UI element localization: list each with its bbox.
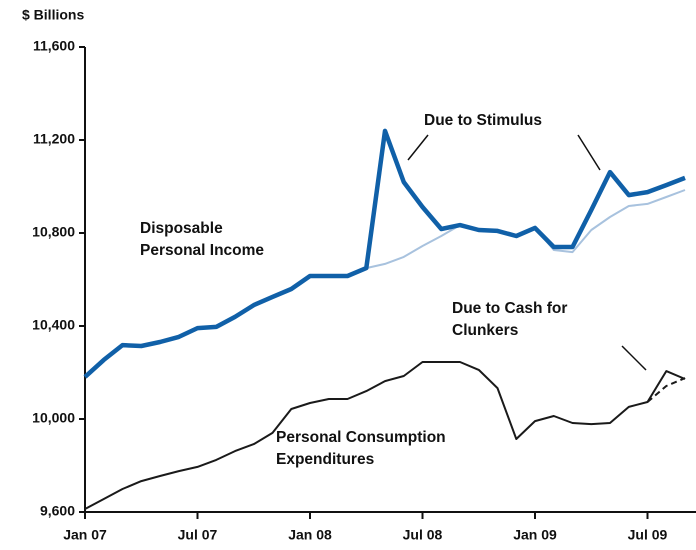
pointer: [407, 134, 429, 161]
y-tick-label: 11,600: [33, 38, 75, 54]
x-tick-label: Jan 09: [513, 527, 557, 543]
annotation: Due to Cash for Clunkers: [452, 300, 568, 339]
y-axis-label: $ Billions: [22, 7, 84, 23]
y-tick-label: 11,200: [33, 131, 75, 147]
line-series: [366, 189, 686, 270]
x-tick-label: Jan 07: [63, 527, 107, 543]
x-tick-label: Jul 07: [178, 527, 218, 543]
pointer: [621, 345, 647, 371]
x-tick-label: Jul 09: [628, 527, 668, 543]
annotation: Due to Stimulus: [424, 112, 542, 129]
y-tick-label: 10,400: [32, 317, 75, 333]
series-label: Disposable Personal Income: [140, 220, 265, 259]
x-tick-label: Jan 08: [288, 527, 332, 543]
x-tick-label: Jul 08: [403, 527, 443, 543]
line-series: [646, 377, 686, 403]
y-tick-label: 10,000: [32, 410, 75, 426]
line-series: [84, 361, 686, 510]
series-label: Personal Consumption Expenditures: [276, 429, 446, 468]
pointer: [577, 134, 601, 171]
y-tick-label: 9,600: [40, 503, 75, 519]
line-series: [83, 128, 686, 379]
y-tick-label: 10,800: [32, 224, 75, 240]
